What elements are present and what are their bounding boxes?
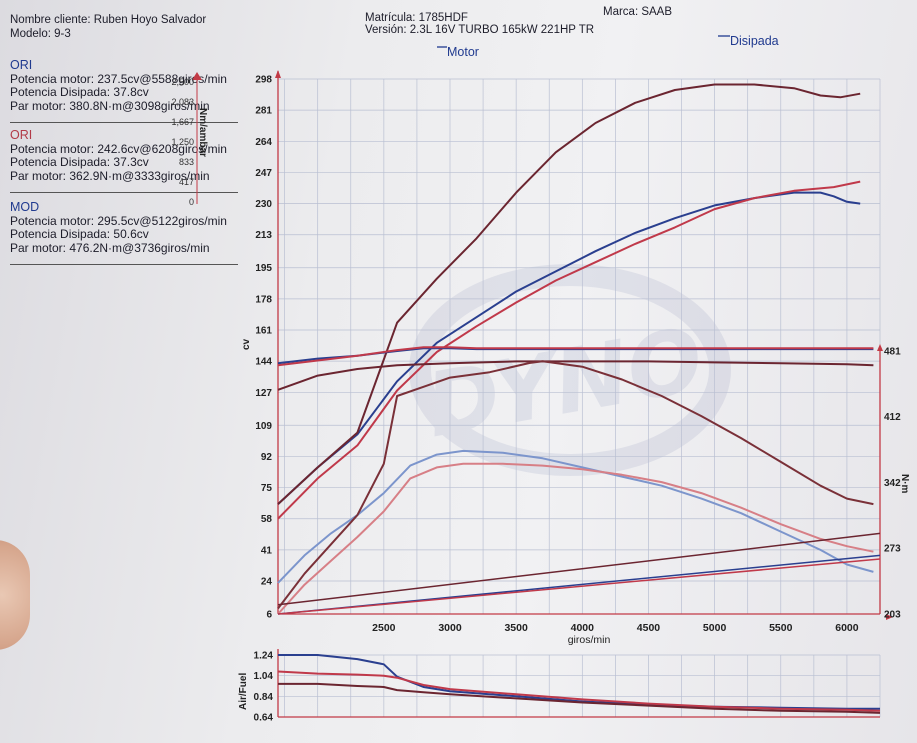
y-tick-label: 24 xyxy=(261,577,273,588)
x-tick-label: 3500 xyxy=(504,622,528,634)
finger xyxy=(0,540,30,650)
dissipated-line: Potencia Disipada: 37.3cv xyxy=(10,155,149,169)
af-series-line-ori2 xyxy=(277,670,881,712)
y-tick-label: 92 xyxy=(261,452,273,463)
dissipated-line: Potencia Disipada: 50.6cv xyxy=(10,227,149,241)
mini-tick-label: 0 xyxy=(189,197,194,207)
y-axis-label: cv xyxy=(241,338,252,350)
af-tick-label: 1.24 xyxy=(254,651,274,662)
arrow-icon xyxy=(275,70,281,78)
series-line-ori2-torque xyxy=(277,346,874,367)
y-tick-label: 109 xyxy=(255,421,272,432)
x-tick-label: 3000 xyxy=(438,622,462,634)
y-tick-label: 264 xyxy=(255,137,272,148)
mini-tick-label: 1,250 xyxy=(171,137,194,147)
series-line-ori2-power xyxy=(277,180,861,520)
torque-line: Par motor: 380.8N·m@3098giros/min xyxy=(10,98,210,113)
y-tick-label: 178 xyxy=(255,294,272,305)
af-axis-label: Air/Fuel xyxy=(238,673,249,710)
y-tick-label: 127 xyxy=(255,388,272,399)
y-right-axis-label: N·m xyxy=(899,474,910,494)
client-name: Nombre cliente: Ruben Hoyo Salvador xyxy=(10,14,207,26)
torque-line: Par motor: 362.9N·m@3333giros/min xyxy=(10,168,210,183)
power-line: Potencia motor: 242.6cv@6208giros/min xyxy=(10,141,227,156)
x-tick-label: 4500 xyxy=(637,622,661,634)
af-series-line-ori1 xyxy=(278,654,880,710)
mini-tick-label: 2,083 xyxy=(171,97,194,107)
x-tick-label: 5500 xyxy=(769,622,793,634)
y-right-tick-label: 481 xyxy=(884,347,901,358)
series-line-mod_dis-disipada xyxy=(277,360,874,610)
divider xyxy=(10,122,238,123)
y-right-tick-label: 203 xyxy=(884,610,901,621)
series-line-mod_lin-linear xyxy=(277,532,881,606)
y-right-tick-label: 412 xyxy=(884,412,901,423)
series-line-mod-power xyxy=(277,83,861,505)
arrow-icon xyxy=(877,344,883,351)
x-tick-label: 4000 xyxy=(571,622,595,634)
summary-ori-1: ORI Potencia motor: 237.5cv@5588giros/mi… xyxy=(10,58,227,113)
series-line-ori1-power xyxy=(277,191,861,505)
y-tick-label: 195 xyxy=(255,263,272,274)
arrow-icon xyxy=(886,614,893,620)
model: Modelo: 9-3 xyxy=(10,28,71,40)
series-line-ori2_dis-disipada xyxy=(277,462,874,615)
group-name: ORI xyxy=(10,128,33,142)
dyno-watermark: DYNO xyxy=(409,264,731,476)
torque-line: Par motor: 476.2N·m@3736giros/min xyxy=(10,240,210,255)
power-line: Potencia motor: 295.5cv@5122giros/min xyxy=(10,213,227,228)
x-axis-label: giros/min xyxy=(568,634,611,646)
power-line: Potencia motor: 237.5cv@5588giros/min xyxy=(10,71,227,86)
y-right-tick-label: 342 xyxy=(884,478,901,489)
divider xyxy=(10,192,238,193)
legend-disipada: Disipada xyxy=(730,34,779,48)
brand: Marca: SAAB xyxy=(603,6,673,18)
mini-tick-label: 833 xyxy=(179,157,194,167)
divider xyxy=(10,264,238,265)
y-tick-label: 6 xyxy=(266,610,272,621)
y-tick-label: 75 xyxy=(261,483,273,494)
y-tick-label: 144 xyxy=(255,357,272,368)
chart-labels: 298 281 264 247 230 213 195 178 161 144 127 109 92 75… xyxy=(171,34,910,724)
x-tick-label: 2500 xyxy=(372,622,396,634)
y-tick-label: 213 xyxy=(255,230,272,241)
y-right-tick-label: 273 xyxy=(884,543,901,554)
y-tick-label: 298 xyxy=(255,75,272,86)
y-tick-label: 281 xyxy=(255,106,272,117)
summary-ori-2: ORI Potencia motor: 242.6cv@6208giros/mi… xyxy=(10,128,227,183)
y-tick-label: 230 xyxy=(255,199,272,210)
af-series-line-mod xyxy=(278,682,881,714)
mini-axis-label: Nm/ambar xyxy=(197,108,208,157)
arrow-icon xyxy=(192,72,202,80)
summary-mod: MOD Potencia motor: 295.5cv@5122giros/mi… xyxy=(10,200,227,255)
version: Versión: 2.3L 16V TURBO 165kW 221HP TR xyxy=(365,24,595,36)
af-tick-label: 1.04 xyxy=(254,671,274,682)
mini-tick-label: 2,500 xyxy=(171,77,194,87)
series-line-ori2_lin-linear xyxy=(277,558,881,615)
dissipated-line: Potencia Disipada: 37.8cv xyxy=(10,85,149,99)
mini-tick-label: 1,667 xyxy=(171,117,194,127)
af-tick-label: 0.64 xyxy=(254,713,274,724)
legend-motor: Motor xyxy=(447,45,479,59)
y-tick-label: 58 xyxy=(261,514,273,525)
group-name: MOD xyxy=(10,200,40,214)
y-tick-label: 161 xyxy=(255,326,272,337)
chart-series xyxy=(277,83,881,714)
x-tick-label: 6000 xyxy=(835,622,859,634)
group-name: ORI xyxy=(10,58,33,72)
mini-tick-label: 417 xyxy=(179,177,194,187)
y-tick-label: 247 xyxy=(255,168,272,179)
y-tick-label: 41 xyxy=(261,545,273,556)
x-tick-label: 5000 xyxy=(703,622,727,634)
plate: Matrícula: 1785HDF xyxy=(365,12,468,24)
af-tick-label: 0.84 xyxy=(254,692,274,703)
